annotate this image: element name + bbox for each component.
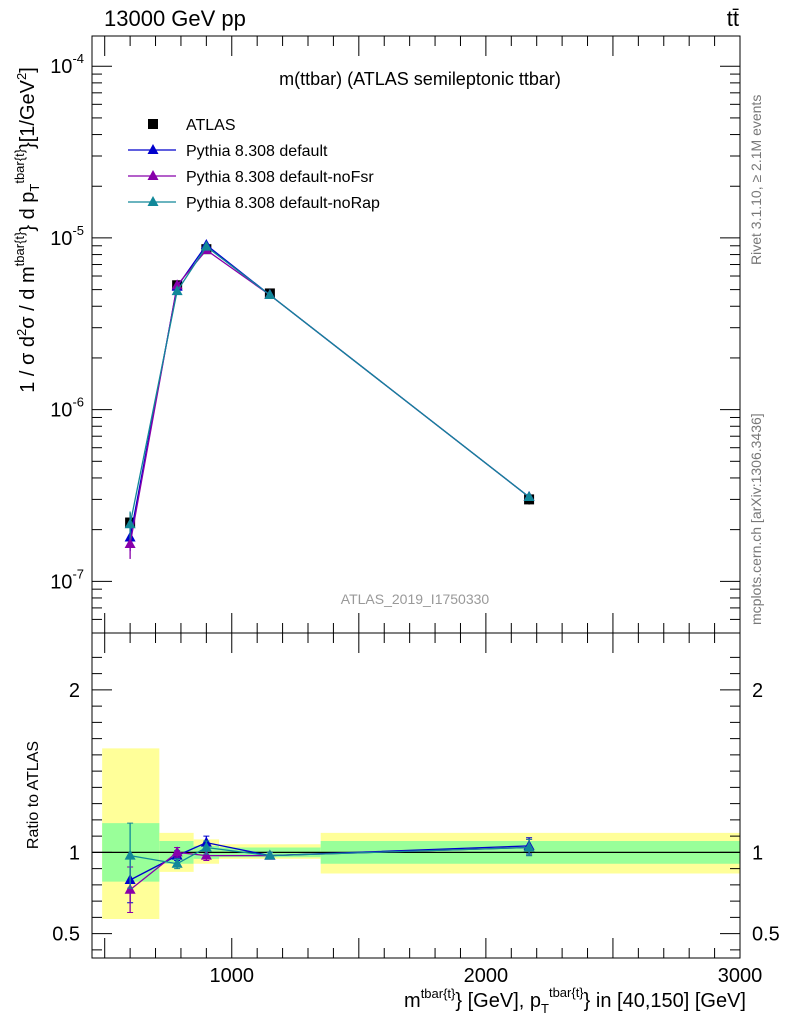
ratio-point (264, 849, 276, 860)
x-tick-label: 3000 (718, 965, 763, 987)
y-tick-label: 2 (752, 680, 763, 702)
ratio-point (171, 857, 183, 868)
legend-marker (148, 119, 158, 129)
y-tick-label: 10-6 (50, 395, 84, 422)
ratio-frame (91, 632, 741, 959)
x-axis-label: mtbar{t}} [GeV], pTtbar{t}} in [40,150] … (404, 985, 746, 1016)
legend-marker (147, 144, 159, 154)
y-tick-label: 0.5 (52, 924, 80, 946)
y-tick-label: 0.5 (752, 924, 780, 946)
mcplots-label: mcplots.cern.ch [arXiv:1306.3436] (748, 413, 764, 625)
rivet-label: Rivet 3.1.10, ≥ 2.1M events (748, 95, 764, 265)
y-tick-label: 1 (752, 842, 763, 864)
main-title: m(ttbar) (ATLAS semileptonic ttbar) (279, 69, 561, 89)
data-point (171, 285, 183, 296)
svg-text:1 / σ d2σ / d mtbar{t}} d pTtb: 1 / σ d2σ / d mtbar{t}} d pTtbar{t}}[1/G… (12, 67, 42, 393)
x-tick-label: 1000 (210, 965, 255, 987)
legend-marker (147, 196, 159, 206)
legend-label: Pythia 8.308 default-noRap (186, 195, 380, 212)
ratio-point (200, 841, 212, 852)
ratio-point (124, 849, 136, 860)
data-point (200, 240, 212, 251)
series-line (129, 245, 530, 525)
data-point (124, 537, 136, 548)
ratio-point (523, 841, 535, 852)
y-tick-label: 1 (69, 842, 80, 864)
legend-marker (147, 170, 159, 180)
y-tick-label: 2 (69, 680, 80, 702)
y-tick-label: 10-5 (50, 223, 84, 250)
legend-label: ATLAS (186, 117, 236, 134)
header-right: tt̄ (727, 6, 739, 31)
watermark: ATLAS_2019_I1750330 (341, 591, 490, 607)
y-tick-label: 10-4 (50, 51, 84, 78)
ratio-point (200, 849, 212, 860)
main-panel: 10-7 10-6 10-5 10-4 m(ttbar) (ATLAS semilep… (12, 35, 741, 634)
ratio-point (124, 883, 136, 894)
data-point (523, 490, 535, 501)
y-axis-label: 1 / σ d2σ / d mtbar{t}} d pTtbar{t}}[1/G… (12, 67, 42, 393)
series-line (129, 249, 530, 545)
legend: ATLAS Pythia 8.308 default Pythia 8.308 de… (128, 117, 380, 212)
ratio-y-label: Ratio to ATLAS (25, 741, 42, 849)
header-left: 13000 GeV pp (104, 6, 246, 31)
data-point (124, 518, 136, 529)
legend-label: Pythia 8.308 default (186, 143, 328, 160)
data-point (264, 289, 276, 300)
x-tick-label: 2000 (464, 965, 509, 987)
series-line (129, 244, 530, 538)
svg-text:mtbar{t}} [GeV], pTtbar{t}} in: mtbar{t}} [GeV], pTtbar{t}} in [40,150] … (404, 985, 746, 1016)
ratio-point (171, 846, 183, 857)
legend-label: Pythia 8.308 default-noFsr (186, 169, 374, 186)
ratio-panel: 1000 2000 3000 0.5 0.5 1 1 2 2 Ratio to ATLAS mt… (25, 632, 780, 1016)
y-tick-label: 10-7 (50, 566, 84, 593)
